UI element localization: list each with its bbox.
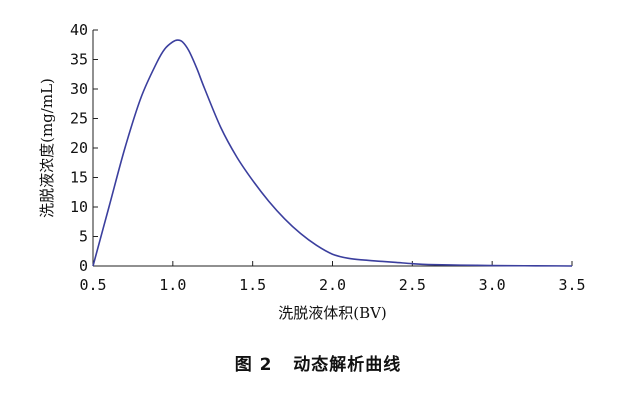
- figure-caption: 图 2 动态解析曲线: [234, 355, 402, 375]
- x-tick-label: 3.0: [479, 276, 506, 294]
- y-axis-title: 洗脱液浓度(mg/mL): [38, 78, 56, 218]
- chart: 0 5 10 15 20 25 30 35 40 0.5 1.0 1.5 2.0 2.5 3.0 3.5 洗…: [38, 21, 586, 322]
- y-tick-label: 0: [79, 257, 88, 275]
- x-tick-label: 1.0: [159, 276, 186, 294]
- x-ticks: 0.5 1.0 1.5 2.0 2.5 3.0 3.5: [79, 261, 586, 294]
- x-tick-label: 2.0: [319, 276, 346, 294]
- y-tick-label: 15: [70, 169, 88, 187]
- y-tick-label: 35: [70, 51, 88, 69]
- x-tick-label: 0.5: [79, 276, 106, 294]
- y-tick-label: 40: [70, 21, 88, 39]
- y-tick-label: 10: [70, 198, 88, 216]
- x-tick-label: 1.5: [239, 276, 266, 294]
- x-tick-label: 3.5: [558, 276, 585, 294]
- y-tick-label: 20: [70, 139, 88, 157]
- y-ticks: 0 5 10 15 20 25 30 35 40: [70, 21, 98, 275]
- x-tick-label: 2.5: [399, 276, 426, 294]
- y-tick-label: 25: [70, 110, 88, 128]
- series-line: [92, 39, 573, 267]
- y-tick-label: 5: [79, 228, 88, 246]
- x-axis-title: 洗脱液体积(BV): [278, 304, 387, 322]
- y-tick-label: 30: [70, 80, 88, 98]
